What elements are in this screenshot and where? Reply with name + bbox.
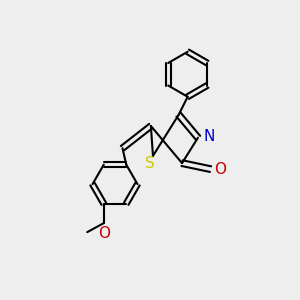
Text: S: S: [145, 156, 155, 171]
Text: O: O: [98, 226, 110, 241]
Text: N: N: [203, 129, 215, 144]
Text: O: O: [214, 162, 226, 177]
